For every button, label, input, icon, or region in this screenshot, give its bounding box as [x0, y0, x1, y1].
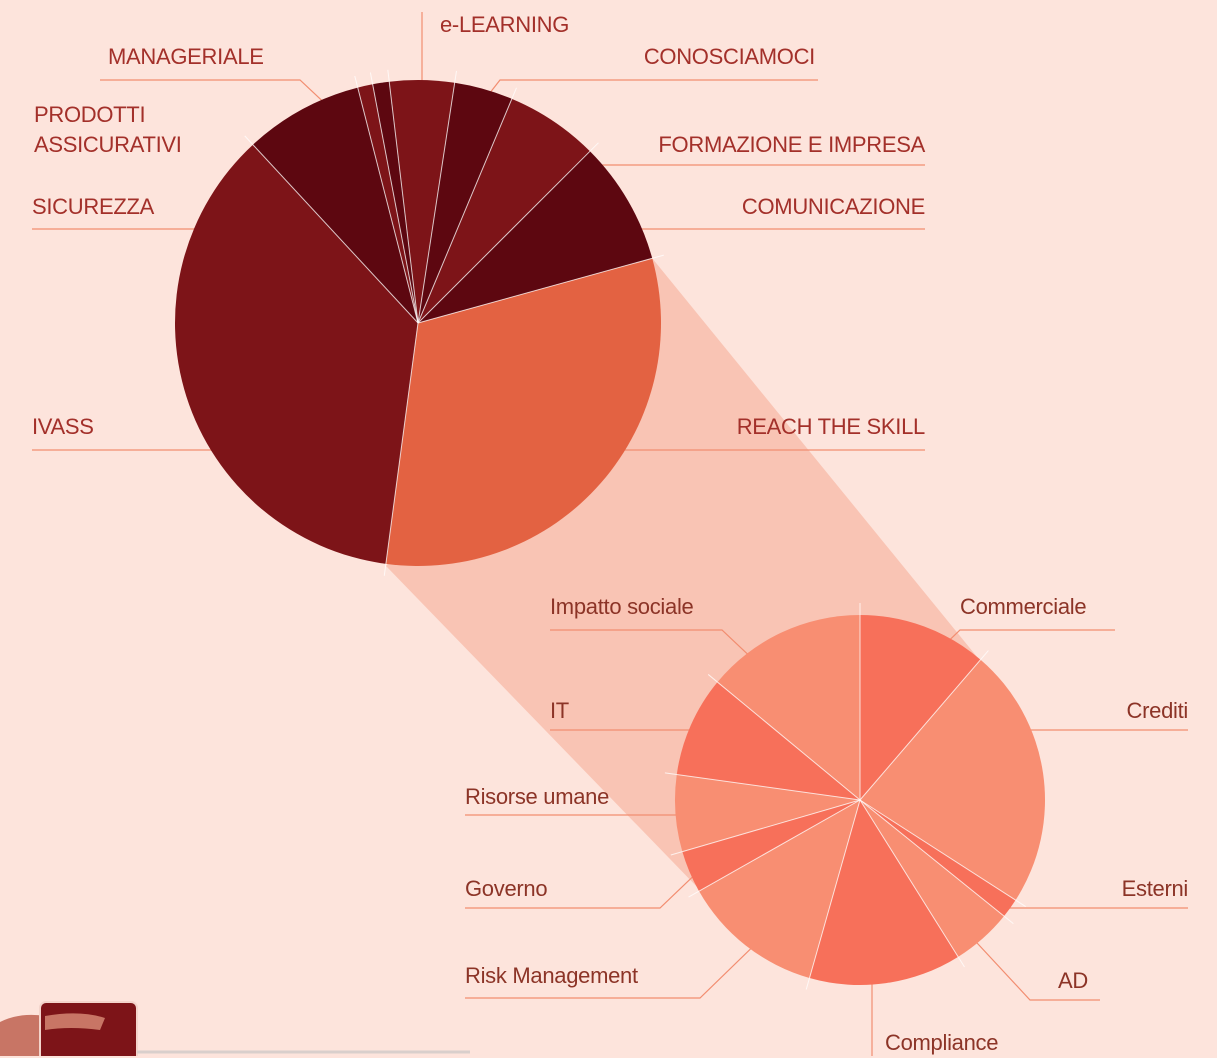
slice-label: FORMAZIONE E IMPRESA — [658, 132, 925, 157]
slice-label: SICUREZZA — [32, 194, 154, 219]
leader-line — [465, 864, 706, 909]
slice-label: Risorse umane — [465, 784, 610, 809]
slice-label: CONOSCIAMOCI — [643, 44, 815, 69]
decor-box — [39, 1001, 138, 1056]
slice-label: PRODOTTI ASSICURATIVI — [34, 102, 182, 157]
pie-slice — [252, 87, 418, 323]
slice-separator — [387, 69, 419, 324]
slice-label: Risk Management — [465, 963, 638, 988]
slice-separator — [244, 135, 419, 324]
slice-separator — [417, 87, 517, 324]
pie-slice — [175, 144, 418, 564]
pie-slice — [418, 98, 590, 324]
pie-slice — [418, 82, 512, 323]
decor-blob — [0, 1014, 45, 1056]
pie-slice — [385, 258, 661, 566]
slice-separator — [417, 70, 457, 324]
slice-separator — [859, 799, 1014, 925]
pie-slice — [676, 682, 860, 800]
slice-label: AD — [1058, 968, 1088, 993]
slice-label: REACH THE SKILL — [736, 414, 926, 439]
slice-separator — [417, 142, 599, 324]
slice-label: Governo — [465, 876, 548, 901]
slice-label: IVASS — [32, 414, 94, 439]
slice-separator — [859, 650, 989, 801]
slice-label: IT — [550, 698, 569, 723]
pie-slice — [860, 659, 1045, 901]
slice-label: Commerciale — [960, 594, 1087, 619]
slice-separator — [369, 72, 419, 324]
pie-slice — [860, 800, 1016, 917]
slice-label: Impatto sociale — [550, 594, 694, 619]
pie-slice — [699, 800, 860, 978]
pie-slice — [389, 80, 455, 324]
slice-label: Compliance — [885, 1030, 999, 1055]
slice-separator — [859, 799, 1026, 908]
slice-label: Esterni — [1121, 876, 1189, 901]
pie-slice — [418, 151, 653, 323]
pie-slice — [717, 615, 860, 800]
pie-slice — [860, 615, 981, 800]
pie-slice — [860, 800, 1005, 957]
leader-line — [964, 929, 1100, 1001]
slice-label: COMUNICAZIONE — [741, 194, 925, 219]
slice-separator — [670, 799, 861, 856]
slice-separator — [664, 772, 861, 801]
slice-label: e-LEARNING — [440, 12, 570, 37]
slice-separator — [354, 75, 419, 324]
slice-label: Crediti — [1126, 698, 1189, 723]
slice-separator — [707, 674, 861, 801]
slice-separator — [688, 799, 861, 898]
slice-separator — [859, 799, 965, 968]
decor-hand — [45, 1013, 105, 1030]
slice-separator — [417, 254, 664, 324]
slice-label: MANAGERIALE — [108, 44, 264, 69]
pie-slice — [809, 800, 959, 985]
slice-separator — [805, 799, 861, 990]
pie-slice — [682, 800, 860, 892]
leader-line — [465, 929, 771, 999]
slice-separator — [383, 322, 419, 576]
